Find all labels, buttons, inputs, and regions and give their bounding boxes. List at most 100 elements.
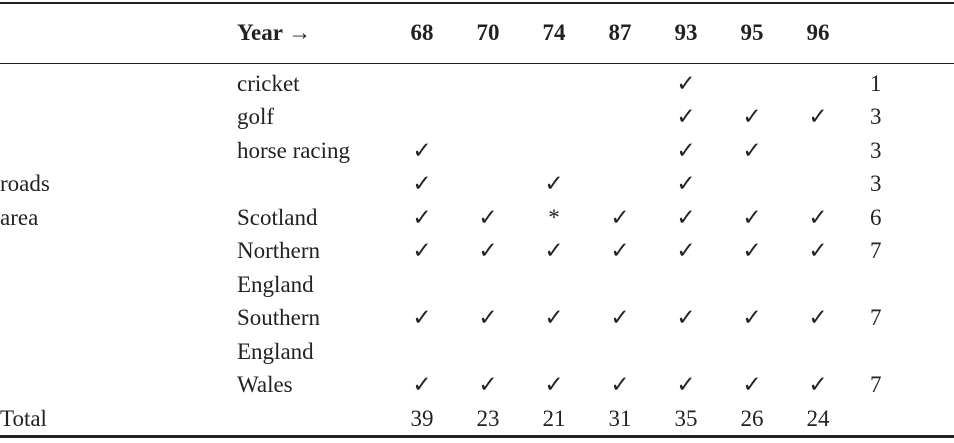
row-group bbox=[0, 368, 237, 402]
mark-cell bbox=[455, 63, 521, 100]
mark-cell bbox=[389, 100, 455, 134]
mark-cell: ✓ bbox=[412, 238, 432, 263]
year-header: 95 bbox=[740, 20, 764, 46]
table-row: Southern England ✓ ✓ ✓ ✓ ✓ ✓ ✓ 7 bbox=[0, 301, 954, 368]
row-label: Southern England bbox=[237, 305, 321, 364]
mark-cell bbox=[785, 63, 851, 100]
row-group: roads bbox=[0, 171, 50, 196]
row-group bbox=[0, 301, 237, 368]
row-label: golf bbox=[237, 104, 275, 129]
row-label: Scotland bbox=[237, 204, 318, 230]
blank bbox=[851, 402, 954, 437]
mark-cell: ✓ bbox=[742, 204, 762, 230]
row-label bbox=[237, 167, 389, 201]
mark-cell: ✓ bbox=[676, 104, 696, 129]
mark-cell: ✓ bbox=[544, 305, 564, 330]
mark-cell: ✓ bbox=[676, 70, 696, 96]
table-row: horse racing ✓ ✓ ✓ 3 bbox=[0, 134, 954, 168]
total-value: 21 bbox=[542, 405, 566, 431]
table-row: Wales ✓ ✓ ✓ ✓ ✓ ✓ ✓ 7 bbox=[0, 368, 954, 402]
row-group: area bbox=[0, 204, 39, 230]
table-row: Total 39 23 21 31 35 26 24 bbox=[0, 402, 954, 437]
mark-cell: ✓ bbox=[478, 305, 498, 330]
mark-cell: ✓ bbox=[412, 204, 432, 230]
total-label: Total bbox=[0, 405, 47, 431]
row-group bbox=[0, 234, 237, 301]
total-value: 31 bbox=[608, 405, 632, 431]
mark-cell bbox=[521, 63, 587, 100]
mark-cell: ✓ bbox=[412, 171, 432, 196]
row-label: Wales bbox=[237, 372, 293, 397]
mark-cell: * bbox=[548, 204, 560, 230]
blank bbox=[237, 402, 389, 437]
mark-cell: ✓ bbox=[808, 104, 828, 129]
total-value: 23 bbox=[476, 405, 500, 431]
total-value: 39 bbox=[410, 405, 434, 431]
year-header: 68 bbox=[410, 20, 434, 46]
mark-cell: ✓ bbox=[742, 104, 762, 129]
row-count: 1 bbox=[870, 70, 882, 96]
mark-cell: ✓ bbox=[412, 305, 432, 330]
row-group bbox=[0, 100, 237, 134]
table-row: area Scotland ✓ ✓ * ✓ ✓ ✓ ✓ 6 bbox=[0, 201, 954, 235]
total-value: 35 bbox=[674, 405, 698, 431]
mark-cell bbox=[389, 63, 455, 100]
row-group bbox=[0, 134, 237, 168]
table-row: cricket ✓ 1 bbox=[0, 63, 954, 100]
mark-cell: ✓ bbox=[808, 305, 828, 330]
mark-cell bbox=[785, 134, 851, 168]
mark-cell: ✓ bbox=[676, 204, 696, 230]
total-value: 26 bbox=[740, 405, 764, 431]
mark-cell: ✓ bbox=[544, 238, 564, 263]
row-count: 3 bbox=[870, 171, 882, 196]
table-row: golf ✓ ✓ ✓ 3 bbox=[0, 100, 954, 134]
mark-cell: ✓ bbox=[676, 305, 696, 330]
mark-cell: ✓ bbox=[544, 372, 564, 397]
mark-cell: ✓ bbox=[478, 372, 498, 397]
mark-cell: ✓ bbox=[544, 171, 564, 196]
mark-cell: ✓ bbox=[610, 204, 630, 230]
row-count: 7 bbox=[870, 305, 882, 330]
row-label: cricket bbox=[237, 70, 300, 96]
mark-cell: ✓ bbox=[808, 238, 828, 263]
year-header: 74 bbox=[542, 20, 566, 46]
year-header: 70 bbox=[476, 20, 500, 46]
mark-cell: ✓ bbox=[610, 372, 630, 397]
mark-cell: ✓ bbox=[412, 137, 432, 163]
mark-cell: ✓ bbox=[742, 372, 762, 397]
row-group bbox=[0, 63, 237, 100]
row-count: 7 bbox=[870, 238, 882, 263]
mark-cell bbox=[521, 100, 587, 134]
mark-cell: ✓ bbox=[676, 238, 696, 263]
table-row: roads ✓ ✓ ✓ 3 bbox=[0, 167, 954, 201]
mark-cell: ✓ bbox=[610, 305, 630, 330]
row-label: horse racing bbox=[237, 137, 351, 163]
mark-cell: ✓ bbox=[742, 305, 762, 330]
header-blank bbox=[851, 3, 954, 63]
row-count: 7 bbox=[870, 372, 882, 397]
mark-cell: ✓ bbox=[808, 204, 828, 230]
mark-cell: ✓ bbox=[478, 204, 498, 230]
row-label: Northern England bbox=[237, 238, 321, 297]
header-blank bbox=[0, 3, 237, 63]
mark-cell: ✓ bbox=[808, 372, 828, 397]
mark-cell: ✓ bbox=[676, 171, 696, 196]
mark-cell: ✓ bbox=[742, 238, 762, 263]
mark-cell: ✓ bbox=[676, 372, 696, 397]
table-row: Northern England ✓ ✓ ✓ ✓ ✓ ✓ ✓ 7 bbox=[0, 234, 954, 301]
mark-cell bbox=[587, 134, 653, 168]
mark-cell bbox=[455, 100, 521, 134]
mark-cell: ✓ bbox=[478, 238, 498, 263]
mark-cell bbox=[587, 100, 653, 134]
mark-cell: ✓ bbox=[676, 137, 696, 163]
mark-cell bbox=[455, 134, 521, 168]
mark-cell bbox=[587, 63, 653, 100]
row-count: 6 bbox=[870, 204, 882, 230]
table-body: cricket ✓ 1 golf ✓ ✓ ✓ 3 horse racing ✓ ✓ ✓ 3 roads ✓ ✓… bbox=[0, 63, 954, 437]
header-label: Year → bbox=[237, 20, 312, 46]
mark-cell bbox=[587, 167, 653, 201]
mark-cell bbox=[521, 134, 587, 168]
year-header: 96 bbox=[806, 20, 830, 46]
